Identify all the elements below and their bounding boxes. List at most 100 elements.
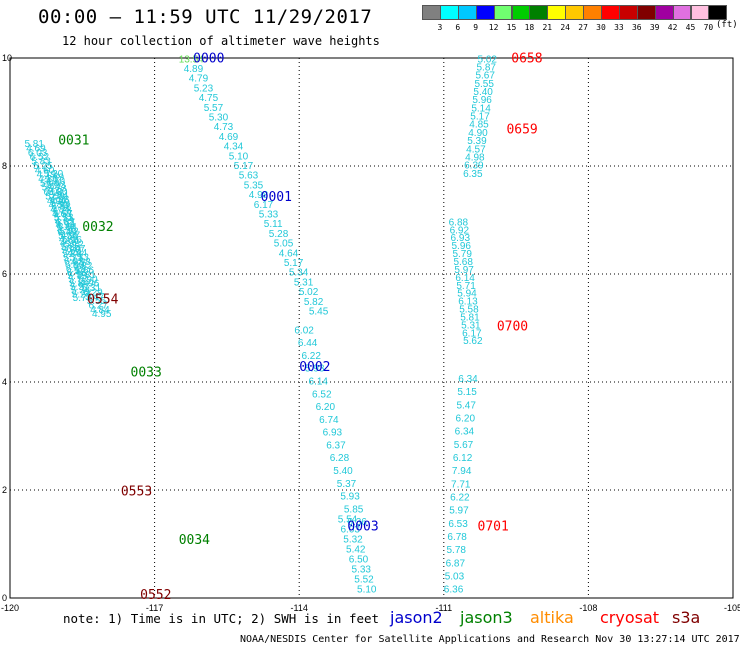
wave-height-value: 5.85 — [344, 504, 364, 515]
legend-label: 9 — [473, 23, 479, 32]
wave-height-value: 6.74 — [319, 415, 339, 426]
wave-height-value: 5.68 — [453, 257, 473, 268]
y-tick-label: 6 — [2, 269, 7, 279]
wave-height-value: 6.20 — [316, 402, 336, 413]
wave-height-value: 5.64 — [57, 222, 77, 233]
wave-height-value: 5.20 — [44, 169, 64, 180]
y-tick-label: 0 — [2, 593, 7, 603]
wave-height-value: 4.69 — [219, 132, 239, 143]
wave-height-value: 6.53 — [448, 519, 468, 530]
pass-time-label: 0031 — [58, 133, 89, 148]
pass-time-label: 0002 — [299, 360, 330, 375]
wave-height-value: 6.07 — [66, 244, 86, 255]
wave-height-value: 5.17 — [470, 112, 490, 123]
wave-height-value: 5.58 — [459, 305, 479, 316]
x-tick-label: -120 — [1, 603, 19, 613]
wave-height-value: 5.54 — [58, 231, 78, 242]
x-tick-label: -108 — [579, 603, 597, 613]
wave-height-value: 5.45 — [309, 307, 329, 318]
wave-height-value: 5.77 — [42, 183, 62, 194]
wave-height-value: 5.78 — [62, 249, 82, 260]
wave-height-value: 4.79 — [37, 170, 57, 181]
wave-height-value: 6.02 — [294, 325, 314, 336]
legend-label: 36 — [631, 23, 642, 32]
legend-label: 39 — [649, 23, 660, 32]
wave-height-value: 4.60 — [35, 165, 55, 176]
wave-height-value: 4.98 — [249, 190, 269, 201]
wave-height-value: 5.49 — [51, 198, 71, 209]
wave-height-value: 5.57 — [204, 103, 224, 114]
wave-height-value: 4.44 — [68, 248, 88, 259]
wave-height-value: 4.78 — [52, 205, 72, 216]
wave-height-value: 6.12 — [453, 453, 473, 464]
wave-height-value: 4.94 — [56, 220, 76, 231]
wave-height-value: 5.52 — [354, 575, 374, 586]
y-tick-label: 4 — [2, 377, 7, 387]
wave-height-value: 5.30 — [209, 113, 229, 124]
wave-height-value: 6.90 — [65, 260, 85, 271]
wave-height-value: 6.50 — [349, 555, 369, 566]
legend-label: 30 — [596, 23, 606, 32]
wave-height-value: 5.62 — [463, 336, 483, 347]
legend-label: 6 — [455, 23, 461, 32]
wave-height-value: 4.84 — [50, 205, 70, 216]
map-title: 00:00 — 11:59 UTC 11/29/2017 — [38, 6, 373, 28]
wave-height-value: 5.78 — [447, 545, 467, 556]
wave-height-value: 6.28 — [330, 453, 350, 464]
wave-height-value: 6.44 — [298, 338, 318, 349]
pass-time-label: 0659 — [506, 123, 537, 138]
pass-time-label: 0553 — [121, 484, 152, 499]
wave-height-value: 5.37 — [337, 479, 357, 490]
wave-height-value: 6.17 — [254, 200, 274, 211]
wave-height-value: 5.03 — [445, 571, 465, 582]
wave-height-value: 5.58 — [45, 191, 65, 202]
pass-time-label: 0034 — [179, 533, 210, 548]
wave-height-value: 4.96 — [80, 279, 100, 290]
wave-height-value: 5.73 — [47, 183, 67, 194]
wave-height-value: 6.52 — [30, 152, 50, 163]
wave-height-value: 4.57 — [466, 144, 486, 155]
wave-height-value: 5.63 — [239, 171, 259, 182]
wave-height-value: 5.32 — [59, 226, 79, 237]
pass-time-label: 0001 — [261, 190, 292, 205]
legend-label: 24 — [560, 23, 570, 32]
wave-height-value: 5.47 — [456, 400, 476, 411]
wave-height-value: 5.12 — [64, 239, 84, 250]
legend-label: 18 — [524, 23, 535, 32]
pass-time-label: 0700 — [497, 320, 528, 335]
wave-height-value: 5.93 — [305, 364, 325, 375]
wave-height-value: 5.79 — [452, 249, 472, 260]
wave-height-value: 5.81 — [24, 139, 44, 150]
wave-height-value: 5.71 — [63, 253, 83, 264]
wave-height-value: 5.39 — [467, 136, 487, 147]
wave-height-value: 6.27 — [88, 300, 108, 311]
wave-height-value: 5.14 — [471, 103, 491, 114]
wave-height-value: 6.03 — [341, 524, 361, 535]
wave-height-value: 6.52 — [312, 389, 332, 400]
wave-height-value: 6.93 — [451, 233, 471, 244]
wave-height-value: 4.70 — [45, 176, 65, 187]
wave-height-value: 5.31 — [82, 283, 102, 294]
wave-height-value: 5.10 — [229, 151, 249, 162]
wave-height-value: 4.97 — [61, 231, 81, 242]
wave-height-value: 4.90 — [468, 128, 488, 139]
wave-height-value: 5.32 — [343, 534, 363, 545]
wave-height-value: 5.34 — [71, 286, 91, 297]
wave-height-value: 5.73 — [54, 213, 74, 224]
wave-height-value: 5.42 — [346, 544, 366, 555]
wave-height-value: 6.36 — [347, 517, 367, 528]
wave-height-value: 6.03 — [28, 148, 48, 159]
wave-height-value: 5.02 — [478, 54, 498, 65]
legend-label: 15 — [506, 23, 517, 32]
wave-height-value: 6.39 — [464, 161, 484, 172]
wave-height-value: 6.49 — [57, 227, 77, 238]
pass-time-label: 0701 — [478, 520, 509, 535]
wave-height-value: 5.23 — [194, 83, 214, 94]
pass-time-label: 0554 — [87, 293, 118, 308]
wave-height-value: 5.82 — [304, 297, 324, 308]
wave-height-value: 6.20 — [456, 413, 476, 424]
wave-height-value: 7.71 — [451, 479, 471, 490]
wave-height-value: 4.75 — [199, 93, 219, 104]
wave-height-value: 6.02 — [64, 256, 84, 267]
